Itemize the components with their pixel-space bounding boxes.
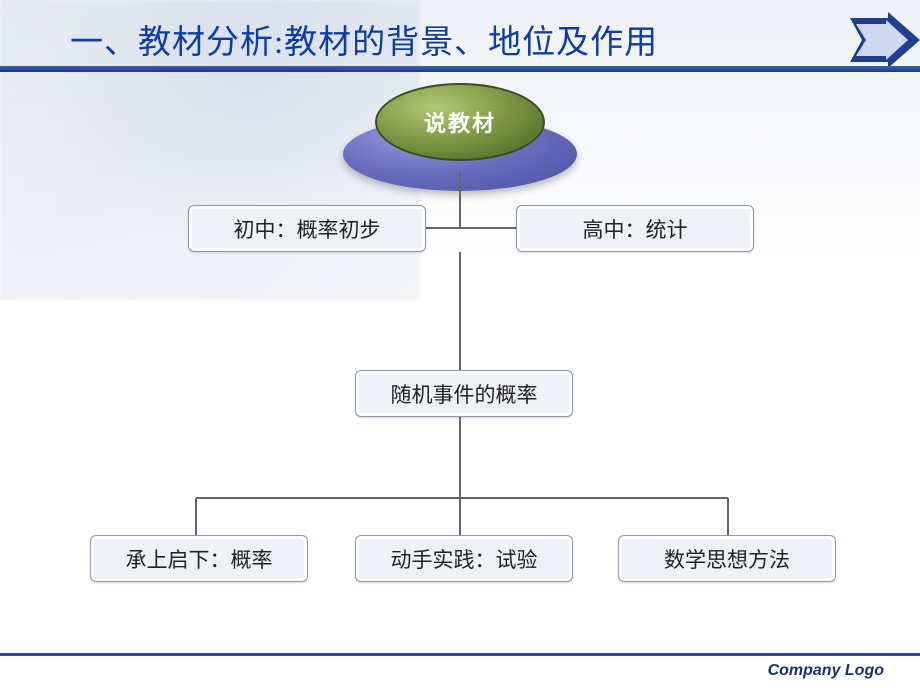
title-arrow-icon [850,12,920,73]
node-label: 动手实践：试验 [391,544,538,574]
slide: 一、教材分析:教材的背景、地位及作用 说教材 初中：概率初步 高中：统计 随机事… [0,0,920,690]
ellipse-label: 说教材 [424,106,496,138]
footer-line [0,653,920,656]
connector [459,172,461,228]
node-top-right: 高中：统计 [516,205,754,252]
ellipse-top-disk: 说教材 [375,83,545,161]
connector [727,498,729,535]
connector [195,498,197,535]
node-label: 数学思想方法 [664,544,790,574]
node-bottom-mid: 动手实践：试验 [355,535,573,582]
footer-logo: Company Logo [768,662,884,680]
node-middle: 随机事件的概率 [355,370,573,417]
node-label: 高中：统计 [583,214,688,244]
node-label: 初中：概率初步 [234,214,381,244]
connector [426,227,516,229]
connector [459,498,461,535]
node-label: 承上启下：概率 [126,544,273,574]
node-label: 随机事件的概率 [391,379,538,409]
node-top-left: 初中：概率初步 [188,205,426,252]
node-bottom-left: 承上启下：概率 [90,535,308,582]
connector [459,417,461,498]
node-bottom-right: 数学思想方法 [618,535,836,582]
divider [0,66,920,72]
connector [459,252,461,370]
page-title: 一、教材分析:教材的背景、地位及作用 [70,15,658,63]
connector [196,497,728,499]
